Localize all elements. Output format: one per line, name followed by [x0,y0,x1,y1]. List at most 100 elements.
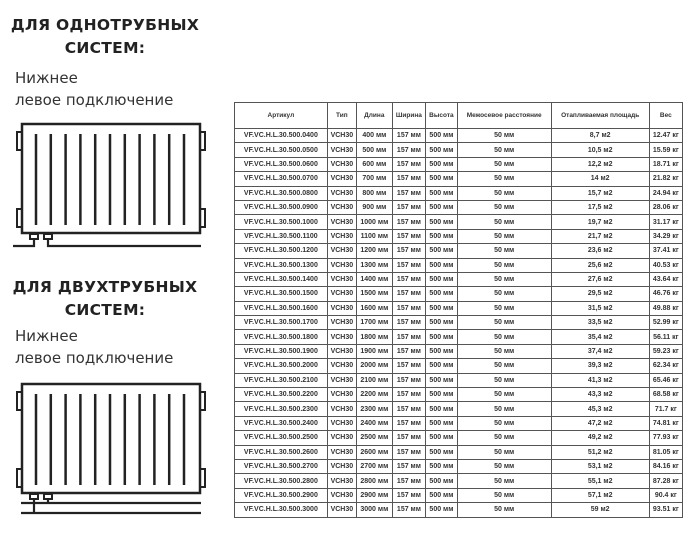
table-cell: 2100 мм [355,372,393,389]
table-row: VF.VC.H.L.30.500.2000 VCH30 2000 мм 157 мм 5… [234,358,684,374]
table-cell: 71.7 кг [648,401,684,417]
table-cell: 43,3 м2 [550,387,650,403]
section1-subtitle-line1: Нижнее [15,69,78,87]
column-header: Артикул [234,102,328,129]
table-cell: 81.05 кг [648,444,684,460]
table-cell: 50 мм [456,329,552,345]
table-row: VF.VC.H.L.30.500.2400 VCH30 2400 мм 157 мм 5… [234,415,684,432]
table-cell: 500 мм [425,372,458,389]
table-cell: 2300 мм [355,401,393,417]
table-row: VF.VC.H.L.30.500.1500 VCH30 1500 мм 157 мм 5… [234,286,684,302]
table-cell: 1700 мм [355,315,393,331]
table-cell: VCH30 [326,199,357,216]
table-cell: 500 мм [425,199,458,216]
table-cell: VF.VC.H.L.30.500.1000 [234,214,328,230]
table-cell: 50 мм [456,214,552,230]
table-cell: 39,3 м2 [550,358,650,374]
table-cell: VF.VC.H.L.30.500.0700 [234,171,328,187]
table-cell: 500 мм [425,300,458,317]
table-cell: 50 мм [456,473,552,489]
table-cell: VF.VC.H.L.30.500.2500 [234,430,328,446]
table-cell: VCH30 [326,343,357,360]
table-cell: VCH30 [326,430,357,446]
table-row: VF.VC.H.L.30.500.1600 VCH30 1600 мм 157 мм 5… [234,300,684,317]
table-cell: 157 мм [391,185,427,201]
table-cell: 157 мм [391,171,427,187]
table-cell: 500 мм [425,487,458,504]
table-cell: 50 мм [456,387,552,403]
table-cell: VCH30 [326,444,357,460]
table-cell: VCH30 [326,127,357,144]
table-row: VF.VC.H.L.30.500.2900 VCH30 2900 мм 157 мм 5… [234,487,684,504]
table-cell: 157 мм [391,142,427,158]
table-cell: 50 мм [456,444,552,460]
table-cell: 51,2 м2 [550,444,650,460]
table-cell: 49.88 кг [648,300,684,317]
table-cell: 57,1 м2 [550,487,650,504]
table-cell: VF.VC.H.L.30.500.0600 [234,156,328,173]
column-header: Вес [648,102,684,129]
table-cell: 2700 мм [355,458,393,475]
table-cell: 500 мм [425,444,458,460]
table-cell: 15.59 кг [648,142,684,158]
table-cell: 500 мм [425,271,458,288]
table-cell: 50 мм [456,243,552,259]
table-cell: 500 мм [425,387,458,403]
specs-table: Артикул Тип Длина Ширина Высота Межосевое рас… [234,102,684,518]
table-cell: 15,7 м2 [550,185,650,201]
table-cell: 50 мм [456,286,552,302]
table-cell: VCH30 [326,473,357,489]
table-cell: 500 мм [425,401,458,417]
table-cell: 50 мм [456,372,552,389]
table-cell: 18.71 кг [648,156,684,173]
table-cell: 1900 мм [355,343,393,360]
table-cell: 157 мм [391,199,427,216]
table-cell: 25,6 м2 [550,257,650,273]
table-cell: 157 мм [391,315,427,331]
table-cell: 157 мм [391,271,427,288]
table-cell: 1400 мм [355,271,393,288]
table-cell: 2800 мм [355,473,393,489]
table-cell: 12,2 м2 [550,156,650,173]
table-row: VF.VC.H.L.30.500.0700 VCH30 700 мм 157 мм 50… [234,171,684,187]
table-cell: VF.VC.H.L.30.500.1700 [234,315,328,331]
table-cell: 157 мм [391,502,427,518]
table-cell: 24.94 кг [648,185,684,201]
table-cell: 50 мм [456,458,552,475]
table-cell: VCH30 [326,271,357,288]
table-cell: 50 мм [456,358,552,374]
section1-title-line1: ДЛЯ ОДНОТРУБНЫХ [10,16,200,34]
table-cell: 500 мм [425,502,458,518]
table-cell: 157 мм [391,401,427,417]
table-cell: 12.47 кг [648,127,684,144]
table-cell: 17,5 м2 [550,199,650,216]
table-cell: 500 мм [425,329,458,345]
table-cell: 500 мм [425,358,458,374]
table-row: VF.VC.H.L.30.500.2700 VCH30 2700 мм 157 мм 5… [234,458,684,475]
table-cell: 2200 мм [355,387,393,403]
section1-subtitle-line2: левое подключение [15,91,174,109]
table-cell: 50 мм [456,502,552,518]
table-cell: 500 мм [425,171,458,187]
table-cell: 59.23 кг [648,343,684,360]
table-cell: VCH30 [326,315,357,331]
table-cell: 500 мм [425,214,458,230]
table-cell: VF.VC.H.L.30.500.2100 [234,372,328,389]
table-cell: 47,2 м2 [550,415,650,432]
table-cell: VF.VC.H.L.30.500.1900 [234,343,328,360]
table-row: VF.VC.H.L.30.500.0600 VCH30 600 мм 157 мм 50… [234,156,684,173]
table-cell: VF.VC.H.L.30.500.1300 [234,257,328,273]
table-cell: 19,7 м2 [550,214,650,230]
table-row: VF.VC.H.L.30.500.2800 VCH30 2800 мм 157 мм 5… [234,473,684,489]
table-row: VF.VC.H.L.30.500.2200 VCH30 2200 мм 157 мм 5… [234,387,684,403]
table-cell: VCH30 [326,243,357,259]
table-cell: 65.46 кг [648,372,684,389]
section2-subtitle-line1: Нижнее [15,327,78,345]
table-cell: 50 мм [456,171,552,187]
table-cell: VF.VC.H.L.30.500.2600 [234,444,328,460]
table-cell: VCH30 [326,358,357,374]
table-cell: VCH30 [326,329,357,345]
table-row: VF.VC.H.L.30.500.1200 VCH30 1200 мм 157 мм 5… [234,243,684,259]
table-cell: 29,5 м2 [550,286,650,302]
table-cell: VCH30 [326,401,357,417]
